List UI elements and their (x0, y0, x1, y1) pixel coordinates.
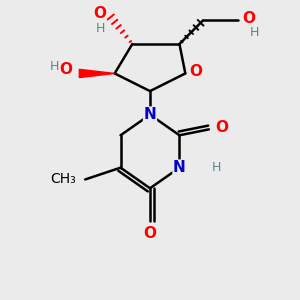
Text: H: H (250, 26, 260, 39)
Text: O: O (242, 11, 255, 26)
Text: H: H (49, 60, 59, 73)
Polygon shape (79, 69, 115, 78)
Text: O: O (215, 120, 228, 135)
Text: O: O (189, 64, 202, 79)
Text: H: H (212, 161, 221, 174)
Text: N: N (173, 160, 186, 175)
Text: O: O (59, 61, 72, 76)
Text: O: O (143, 226, 157, 241)
Text: H: H (95, 22, 105, 35)
Text: N: N (144, 107, 156, 122)
Text: O: O (93, 6, 106, 21)
Text: CH₃: CH₃ (51, 172, 76, 186)
